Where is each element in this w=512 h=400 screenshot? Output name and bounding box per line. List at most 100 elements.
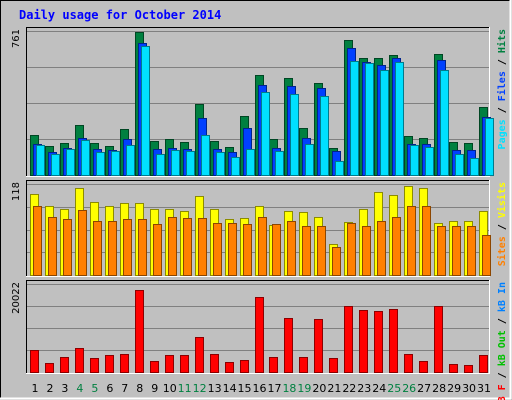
kbf-bar-day-13	[210, 354, 219, 373]
sites-bar-day-15	[243, 224, 252, 276]
x-tick-day-5: 5	[91, 382, 98, 395]
x-tick-day-19: 19	[297, 382, 311, 395]
x-tick-day-14: 14	[223, 382, 237, 395]
kbf-bar-day-20	[314, 319, 323, 373]
legend-part: /	[497, 312, 508, 330]
x-axis-day-labels: 1 2 3 4 5 6 7 8 9 10 11 12 13 14 15 16 17 18 19 20 21 22 23 24 2…	[32, 382, 492, 395]
kbf-bar-day-5	[90, 358, 99, 373]
x-tick-day-18: 18	[282, 382, 296, 395]
legend-part: /	[497, 53, 508, 71]
pages-bar-day-11	[186, 151, 195, 176]
x-tick-day-2: 2	[46, 382, 53, 395]
kbf-bar-day-21	[329, 358, 338, 373]
pages-bar-day-1	[36, 145, 45, 176]
sites-bar-day-4	[78, 210, 87, 276]
kbf-bar-day-16	[255, 297, 264, 373]
pages-bar-day-21	[335, 161, 344, 176]
kbf-bar-day-27	[419, 361, 428, 373]
pages-bar-day-14	[231, 157, 240, 176]
kbf-bar-day-24	[374, 311, 383, 373]
sites-bar-day-23	[362, 226, 371, 276]
x-tick-day-23: 23	[357, 382, 371, 395]
panel-visits-sites: 118 Sites / Visits	[11, 180, 508, 277]
panel-hits-files-pages: 761 Pages / Files / Hits	[11, 27, 508, 177]
kbf-bar-day-26	[404, 354, 413, 373]
pages-bar-day-29	[455, 154, 464, 176]
legend-visits-sites: Sites / Visits	[496, 182, 508, 266]
chart-title: Daily usage for October 2014	[19, 8, 221, 22]
pages-bar-day-4	[81, 140, 90, 176]
legend-part: /	[497, 218, 508, 236]
y-max-label: 118	[11, 182, 22, 201]
sites-bar-day-11	[183, 218, 192, 276]
sites-bar-day-1	[33, 206, 42, 276]
kbf-bar-day-4	[75, 348, 84, 373]
x-tick-day-4: 4	[76, 382, 83, 395]
sites-bar-day-19	[302, 226, 311, 276]
pages-bar-day-12	[201, 135, 210, 176]
pages-bar-day-16	[261, 92, 270, 176]
sites-bar-day-28	[437, 226, 446, 276]
pages-bar-day-24	[380, 70, 389, 176]
kbf-bar-day-10	[165, 355, 174, 373]
sites-bar-day-13	[213, 223, 222, 276]
kbf-bar-day-29	[449, 364, 458, 373]
legend-hits-files-pages: Pages / Files / Hits	[496, 29, 508, 149]
kbf-bar-day-2	[45, 363, 54, 373]
legend-part: Sites	[496, 236, 508, 266]
x-tick-day-10: 10	[163, 382, 177, 395]
sites-bar-day-20	[317, 226, 326, 276]
x-tick-day-1: 1	[32, 382, 39, 395]
pages-bar-day-25	[395, 62, 404, 176]
sites-bar-day-16	[258, 217, 267, 276]
sites-bar-day-25	[392, 217, 401, 276]
x-tick-day-29: 29	[447, 382, 461, 395]
legend-part: /	[497, 101, 508, 119]
x-tick-day-16: 16	[253, 382, 267, 395]
pages-bar-day-5	[96, 152, 105, 176]
pages-bar-day-28	[440, 70, 449, 176]
kbf-bar-day-6	[105, 355, 114, 373]
sites-bar-day-6	[108, 221, 117, 276]
sites-bar-day-12	[198, 218, 207, 276]
sites-bar-day-14	[228, 223, 237, 276]
pages-bar-day-19	[305, 144, 314, 176]
kbf-bar-day-7	[120, 354, 129, 373]
pages-bar-day-17	[275, 151, 284, 176]
pages-bar-day-22	[350, 61, 359, 176]
x-tick-day-9: 9	[151, 382, 158, 395]
sites-bar-day-27	[422, 206, 431, 276]
x-tick-day-17: 17	[267, 382, 281, 395]
pages-bar-day-30	[470, 158, 479, 176]
legend-kbytes: kB F / kB Out / kB In	[497, 282, 508, 400]
kbf-bar-day-30	[464, 365, 473, 373]
sites-bar-day-31	[482, 235, 491, 276]
pages-bar-day-31	[485, 118, 494, 176]
kbf-bar-day-25	[389, 309, 398, 373]
sites-bar-day-10	[168, 217, 177, 276]
pages-bar-day-10	[171, 150, 180, 176]
x-tick-day-11: 11	[178, 382, 192, 395]
kbf-bar-day-17	[269, 357, 278, 373]
pages-bar-day-3	[66, 149, 75, 176]
sites-bar-day-8	[138, 219, 147, 276]
pages-bar-day-20	[320, 96, 329, 176]
legend-part: kB Out	[497, 330, 508, 366]
y-max-label: 761	[11, 29, 22, 48]
pages-bar-day-8	[141, 46, 150, 176]
kbf-bar-day-15	[240, 360, 249, 373]
kbf-bar-day-18	[284, 318, 293, 373]
sites-bar-day-30	[467, 226, 476, 276]
sites-bar-day-29	[452, 226, 461, 276]
x-tick-day-20: 20	[312, 382, 326, 395]
x-tick-day-30: 30	[462, 382, 476, 395]
sites-bar-day-7	[123, 219, 132, 276]
kbf-bar-day-1	[30, 350, 39, 373]
legend-part: Files	[496, 71, 508, 101]
x-tick-day-31: 31	[477, 382, 491, 395]
kbf-bar-day-8	[135, 290, 144, 373]
sites-bar-day-2	[48, 217, 57, 276]
legend-part: kB F	[497, 384, 508, 400]
sites-bar-day-18	[287, 221, 296, 276]
